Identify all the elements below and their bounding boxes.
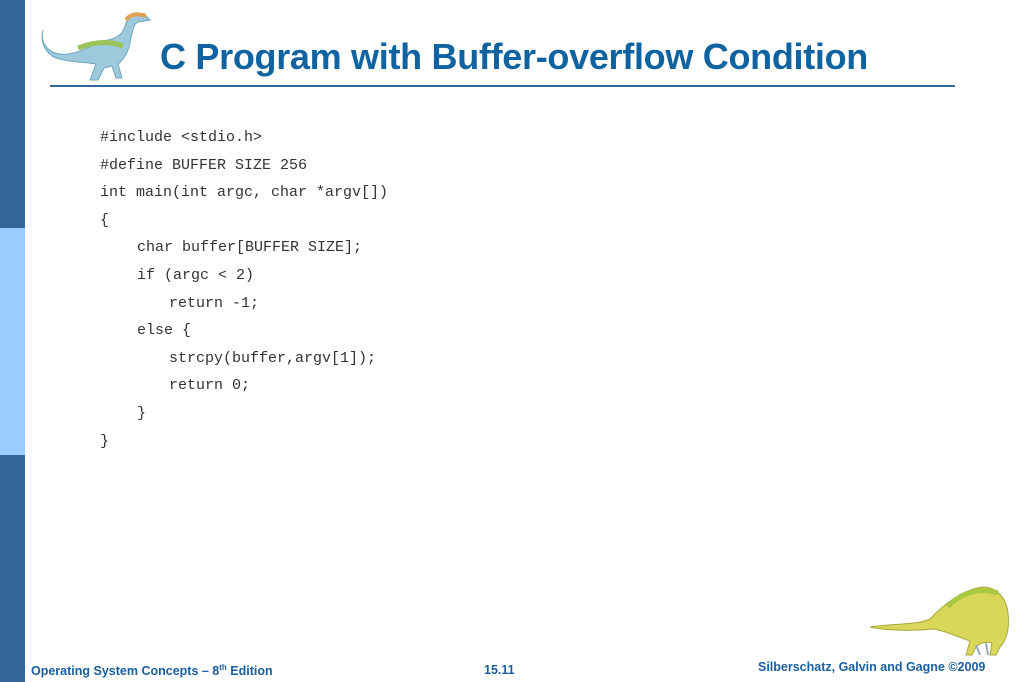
dinosaur-top-icon (41, 12, 152, 81)
footer-authors: Silberschatz, Galvin and Gagne ©2009 (758, 660, 986, 674)
page-title: C Program with Buffer-overflow Condition (160, 36, 868, 77)
side-bar-highlight (0, 228, 25, 455)
title-divider (50, 85, 955, 87)
code-line: #define BUFFER SIZE 256 (100, 156, 308, 174)
code-line: return -1; (169, 294, 260, 312)
code-line: int main(int argc, char *argv[]) (100, 184, 389, 202)
code-line: #include <stdio.h> (100, 129, 263, 146)
code-line: strcpy(buffer,argv[1]); (169, 349, 377, 367)
code-line: char buffer[BUFFER SIZE]; (137, 239, 363, 257)
footer-slide-number: 15.11 (484, 663, 515, 677)
code-line: else { (137, 322, 192, 340)
code-block: #include <stdio.h> #define BUFFER SIZE 25… (100, 128, 388, 459)
code-line: { (100, 211, 110, 229)
code-line: return 0; (169, 377, 251, 395)
code-line: if (argc < 2) (137, 266, 255, 284)
code-line: } (100, 432, 110, 450)
code-line: } (137, 404, 147, 422)
dinosaur-bottom-icon (869, 586, 1009, 656)
footer-book-title: Operating System Concepts – 8th Edition (31, 663, 273, 679)
